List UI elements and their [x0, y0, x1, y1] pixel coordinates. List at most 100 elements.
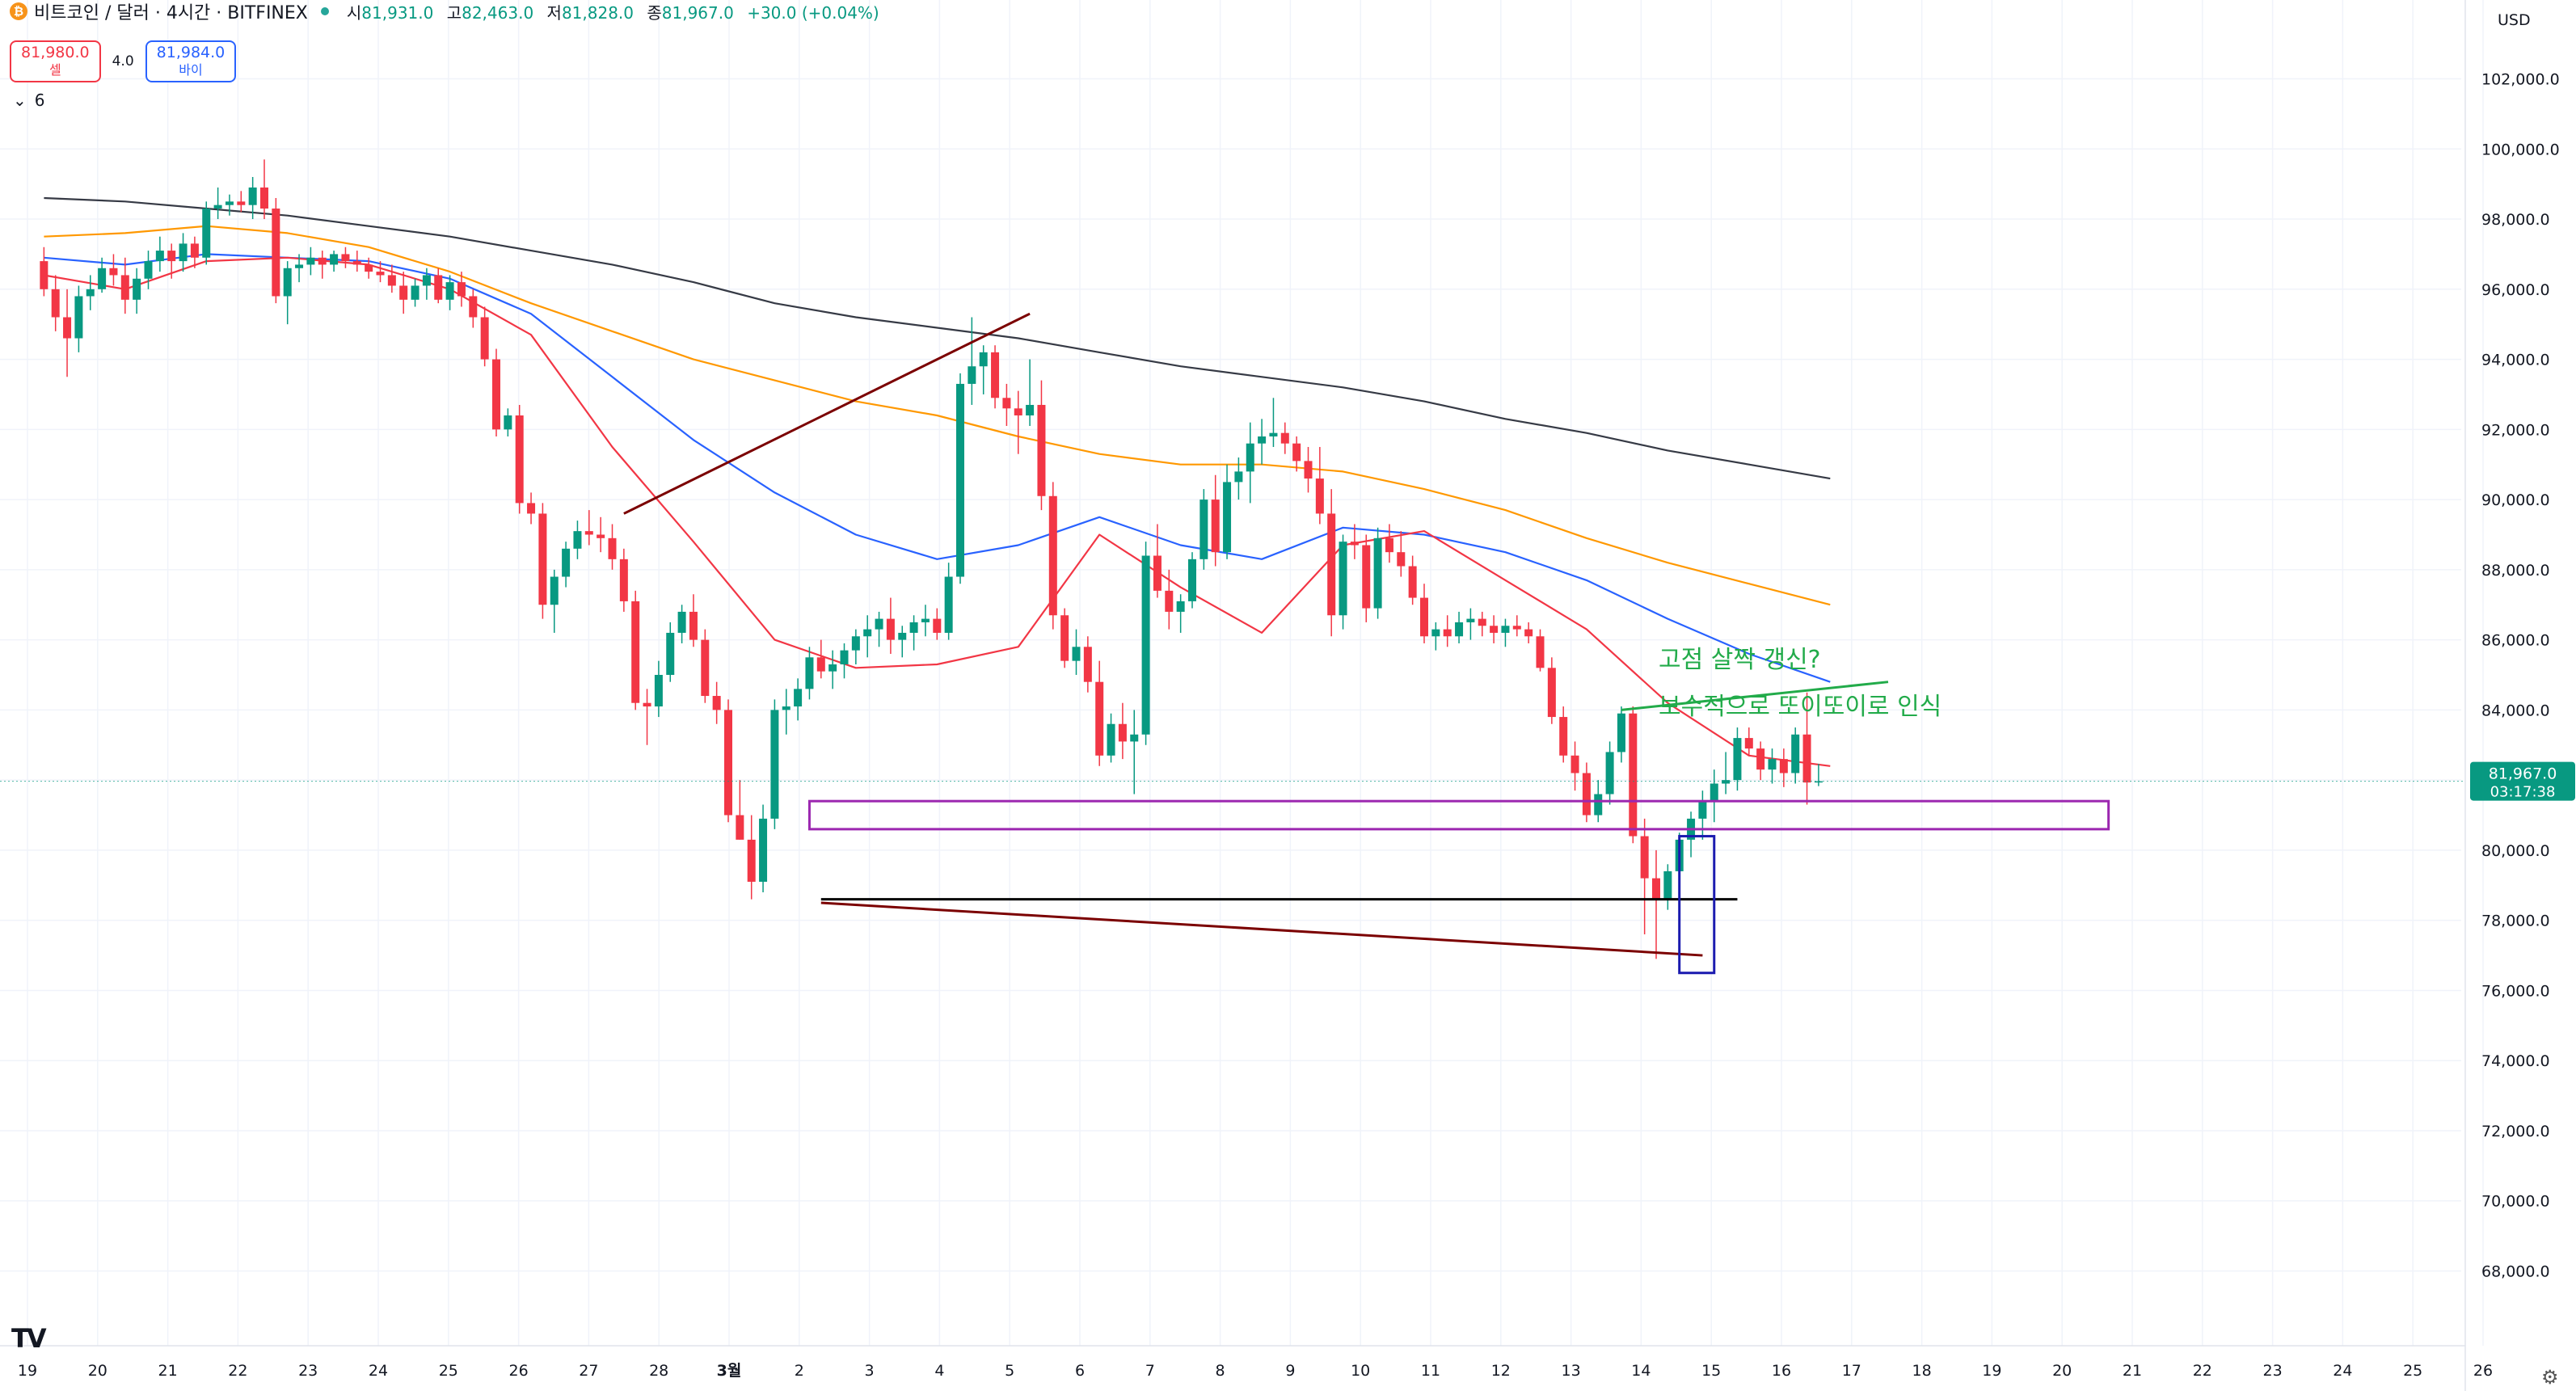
moving-average-lines [44, 196, 1831, 767]
candle-body [1617, 713, 1625, 752]
x-tick-label: 10 [1351, 1362, 1370, 1380]
candle [933, 608, 942, 640]
candle [1153, 524, 1162, 598]
candle-body [1269, 432, 1278, 437]
y-tick-label: 90,000.0 [2481, 491, 2550, 509]
x-tick-label: 24 [369, 1362, 388, 1380]
candle [1176, 594, 1185, 633]
candle-body [1420, 597, 1428, 637]
candle-body [1141, 555, 1150, 735]
candle-body [492, 359, 500, 430]
candle-body [225, 201, 234, 205]
candle [1072, 629, 1081, 676]
candle-body [155, 251, 164, 262]
candle [295, 254, 304, 283]
currency-label[interactable]: USD [2498, 11, 2531, 29]
candle [619, 548, 628, 612]
candle-body [167, 251, 176, 262]
candle [886, 597, 895, 654]
candle [318, 251, 327, 279]
candle [248, 176, 257, 220]
candle-body [1385, 537, 1393, 553]
candle-body [584, 531, 593, 535]
candle-body [921, 618, 930, 622]
candle [120, 257, 129, 314]
sell-button[interactable]: 81,980.0 셀 [10, 40, 101, 82]
x-tick-label: 20 [2052, 1362, 2072, 1380]
candle-body [1547, 668, 1556, 718]
candle-body [179, 243, 188, 262]
candle-body [1176, 601, 1185, 612]
indicator-count: 6 [34, 91, 45, 110]
market-status-icon [320, 7, 329, 15]
candle-body [1026, 404, 1035, 415]
candle-body [1779, 759, 1788, 773]
candle [1710, 769, 1718, 823]
candle-body [933, 618, 942, 633]
candle [1397, 531, 1406, 577]
candle-body [109, 268, 118, 276]
candle [1547, 657, 1556, 724]
x-tick-label: 11 [1421, 1362, 1440, 1380]
ohlc-readout: 시81,931.0 고82,463.0 저81,828.0 종81,967.0 … [346, 2, 879, 23]
candle-body [1373, 537, 1382, 609]
candle-body [550, 576, 559, 605]
x-tick-label: 25 [2403, 1362, 2422, 1380]
candle-body [1733, 738, 1742, 781]
candle [562, 542, 571, 588]
candle-body [1095, 681, 1104, 756]
candle [74, 285, 83, 352]
candle-body [295, 264, 304, 268]
candle-body [677, 611, 686, 633]
symbol-title[interactable]: 비트코인 / 달러 · 4시간 · BITFINEX [34, 3, 308, 23]
time-axis[interactable]: 19 20 21 22 23 24 25 26 27 28 3월 2 3 4 5 6 7 8 9 10 11 12 13 14… [0, 1345, 2493, 1380]
candle-body [260, 187, 268, 209]
candle-body [306, 257, 315, 265]
candle-body [1223, 482, 1232, 553]
candle-body [1431, 629, 1440, 637]
candle [1107, 713, 1115, 763]
candle [1478, 611, 1486, 637]
candle-body [504, 415, 512, 430]
candle-body [190, 243, 199, 258]
candle [1362, 534, 1371, 622]
x-tick-label: 19 [18, 1362, 37, 1380]
candle-body [654, 675, 663, 707]
candle-body [1280, 432, 1289, 444]
y-tick-label: 68,000.0 [2481, 1263, 2550, 1281]
trendline-top [623, 312, 1031, 515]
buy-button[interactable]: 81,984.0 바이 [145, 40, 237, 82]
price-axis[interactable]: 68,000.0 70,000.0 72,000.0 74,000.0 76,000.0… [2464, 0, 2575, 1391]
candle [1490, 615, 1499, 643]
candle [875, 611, 883, 647]
candle [1524, 622, 1533, 643]
candle-body [1570, 755, 1579, 773]
candle [1779, 748, 1788, 787]
candle-body [1490, 626, 1499, 633]
x-tick-label: 7 [1145, 1362, 1155, 1380]
candle-body [515, 415, 524, 504]
x-tick-label: 25 [439, 1362, 458, 1380]
candle-body [40, 261, 48, 289]
candle [898, 626, 907, 658]
candle-body [701, 639, 710, 697]
candle-body [527, 503, 536, 514]
candle-body [422, 275, 431, 286]
indicators-toggle[interactable]: ⌄ 6 [13, 91, 45, 110]
x-tick-label: 6 [1075, 1362, 1085, 1380]
x-tick-label: 17 [1842, 1362, 1861, 1380]
candle [1663, 864, 1672, 910]
chevron-down-icon[interactable]: ⌄ [13, 91, 27, 110]
x-tick-label: 21 [2123, 1362, 2142, 1380]
candle [376, 261, 385, 283]
candle [979, 345, 988, 394]
candle [434, 268, 443, 304]
y-tick-label: 84,000.0 [2481, 702, 2550, 719]
candle [1443, 615, 1452, 647]
gear-icon[interactable]: ⚙ [2541, 1366, 2559, 1389]
candle-body [445, 282, 454, 300]
candle [666, 622, 675, 682]
candle-body [213, 204, 222, 209]
candle [863, 615, 872, 658]
